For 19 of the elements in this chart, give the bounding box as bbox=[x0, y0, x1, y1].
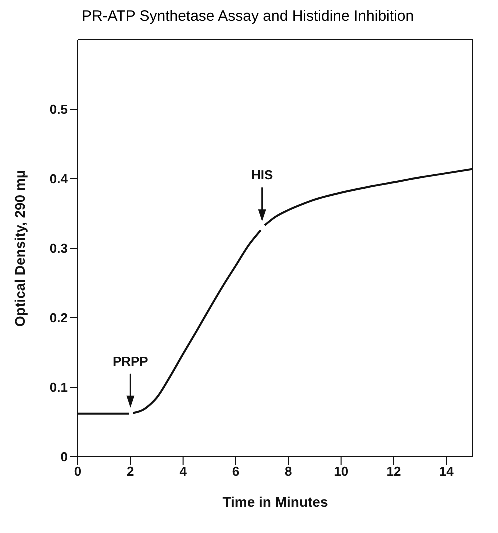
annotation: HIS bbox=[251, 168, 274, 183]
x-tick-label: 6 bbox=[232, 464, 240, 480]
x-tick-label: 0 bbox=[74, 464, 82, 480]
y-tick-label: 0.1 bbox=[50, 380, 68, 396]
x-tick-label: 12 bbox=[386, 464, 402, 480]
x-tick-label: 2 bbox=[127, 464, 134, 480]
y-tick-label: 0.5 bbox=[50, 102, 68, 118]
x-tick-label: 10 bbox=[334, 464, 349, 480]
y-tick-label: 0.2 bbox=[50, 310, 68, 326]
x-tick-label: 14 bbox=[439, 464, 455, 480]
x-axis-title: Time in Minutes bbox=[222, 494, 328, 510]
x-tick-label: 4 bbox=[180, 464, 188, 480]
y-axis-title: Optical Density, 290 mμ bbox=[12, 170, 28, 327]
y-tick-label: 0 bbox=[60, 450, 68, 465]
y-tick-label: 0.3 bbox=[50, 241, 68, 256]
y-tick-label: 0.4 bbox=[50, 172, 69, 187]
chart-title: PR-ATP Synthetase Assay and Histidine Inhibition bbox=[80, 8, 416, 25]
annotation: PRPP bbox=[112, 354, 149, 369]
x-tick-label: 8 bbox=[285, 464, 292, 480]
